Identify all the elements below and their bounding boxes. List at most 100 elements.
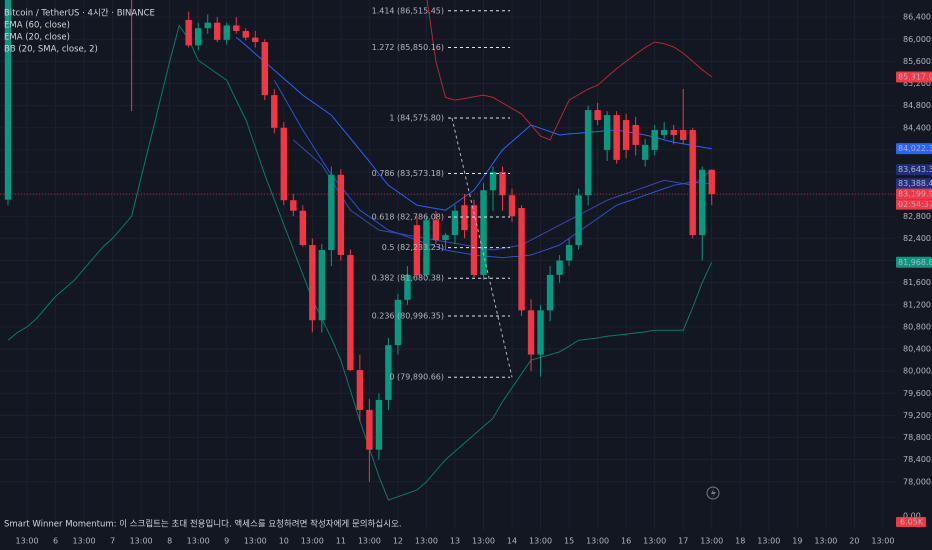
x-tick-label: 19 — [792, 537, 802, 546]
x-tick-label: 13:00 — [244, 537, 267, 546]
candle-body — [461, 205, 468, 231]
fib-label: 0.5 (82,233.23) — [382, 243, 444, 252]
candle-body — [499, 172, 506, 196]
x-tick-label: 13:00 — [529, 537, 552, 546]
candle-body — [470, 205, 478, 275]
x-tick-label: 20 — [849, 537, 859, 546]
candle-body — [622, 120, 630, 150]
ema-line — [292, 139, 713, 251]
candle-body — [584, 110, 592, 196]
x-tick-label: 13:00 — [586, 537, 609, 546]
candle-body — [489, 172, 497, 191]
x-tick-label: 13:00 — [700, 537, 723, 546]
candle-body — [451, 210, 459, 236]
x-tick-label: 10 — [279, 537, 289, 546]
candle-body — [366, 409, 373, 450]
volume-tick-label: 0.00 — [903, 512, 921, 521]
y-tick-label: 80,800.00 — [903, 322, 932, 331]
y-tick-label: 86,400.00 — [903, 13, 932, 22]
candle-body — [641, 144, 649, 160]
x-tick-label: 13:00 — [358, 537, 381, 546]
candle-body — [565, 245, 573, 261]
fib-label: 1 (84,575.80) — [389, 114, 444, 123]
x-tick-label: 13:00 — [472, 537, 495, 546]
x-tick-label: 7 — [110, 537, 115, 546]
x-tick-label: 13:00 — [130, 537, 153, 546]
candle-body — [233, 25, 240, 31]
candle-body — [594, 110, 601, 121]
y-tick-label: 82,800.00 — [903, 212, 932, 221]
candle-body — [689, 129, 696, 236]
y-tick-label: 79,200.00 — [903, 411, 932, 420]
y-tick-label: 80,400.00 — [903, 345, 932, 354]
legend-entry: EMA (60, close) — [4, 21, 70, 31]
countdown-label: 02:54:37 — [898, 200, 932, 209]
y-tick-label: 81,200.00 — [903, 300, 932, 309]
candle-body — [347, 255, 354, 371]
x-tick-label: 8 — [167, 537, 172, 546]
candle-body — [271, 95, 278, 128]
fib-label: 0.236 (80,996.35) — [372, 312, 444, 321]
x-tick-label: 16 — [621, 537, 631, 546]
x-tick-label: 15 — [564, 537, 574, 546]
candle-body — [252, 37, 259, 43]
y-tick-label: 80,000.00 — [903, 367, 932, 376]
x-tick-label: 14 — [507, 537, 517, 546]
candle-body — [214, 22, 221, 40]
x-tick-label: 13:00 — [187, 537, 210, 546]
price-label-box — [896, 178, 932, 190]
candle-body — [651, 129, 658, 150]
x-tick-label: 13:00 — [814, 537, 837, 546]
alert-icon[interactable] — [706, 486, 720, 500]
price-label-box — [896, 188, 932, 200]
legend-entry: BB (20, SMA, close, 2) — [4, 45, 98, 55]
fib-trend-line — [451, 117, 513, 378]
candle-body — [432, 220, 440, 241]
x-tick-label: 13:00 — [15, 537, 38, 546]
candle-body — [356, 370, 364, 410]
footer-text: Smart Winner Momentum: 이 스크립트는 초대 전용입니다.… — [4, 519, 402, 530]
y-tick-label: 84,400.00 — [903, 123, 932, 132]
candle-body — [290, 200, 297, 211]
x-tick-label: 13:00 — [643, 537, 666, 546]
price-label: 83,643.39 — [898, 165, 932, 174]
y-tick-label: 82,400.00 — [903, 234, 932, 243]
candle-body — [223, 25, 230, 40]
candle-body — [413, 225, 421, 275]
candle-body — [404, 274, 411, 300]
candle-body — [699, 169, 706, 236]
candle-body — [309, 245, 316, 321]
candle-body — [670, 129, 677, 135]
candle-body — [442, 235, 449, 241]
candle-body — [480, 190, 487, 275]
candle-body — [660, 129, 668, 135]
candle-body — [261, 42, 268, 96]
fib-label: 1.272 (85,850.16) — [372, 43, 444, 52]
candle-body — [385, 345, 392, 400]
candle-body — [632, 125, 639, 145]
price-label-box — [896, 256, 932, 268]
price-label-box — [896, 164, 932, 176]
x-tick-label: 13:00 — [73, 537, 96, 546]
y-tick-label: 79,600.00 — [903, 389, 932, 398]
x-tick-label: 13:00 — [415, 537, 438, 546]
candle-body — [242, 30, 249, 38]
y-tick-label: 78,800.00 — [903, 433, 932, 442]
volume-last-label: 6.05K — [900, 518, 924, 527]
candle-body — [613, 115, 620, 160]
candle-body — [546, 274, 554, 311]
candle-body — [708, 169, 715, 195]
volume-last-box — [896, 517, 926, 527]
candle-body — [680, 129, 687, 140]
candle-body — [375, 399, 383, 450]
y-tick-label: 81,600.00 — [903, 278, 932, 287]
x-tick-label: 18 — [735, 537, 745, 546]
fib-label: 1.414 (86,515.45) — [372, 6, 444, 15]
fib-label: 0.786 (83,573.18) — [372, 169, 444, 178]
y-tick-label: 86,000.00 — [903, 35, 932, 44]
candle-body — [537, 310, 544, 355]
x-tick-label: 13:00 — [871, 537, 894, 546]
candle-body — [280, 127, 287, 201]
